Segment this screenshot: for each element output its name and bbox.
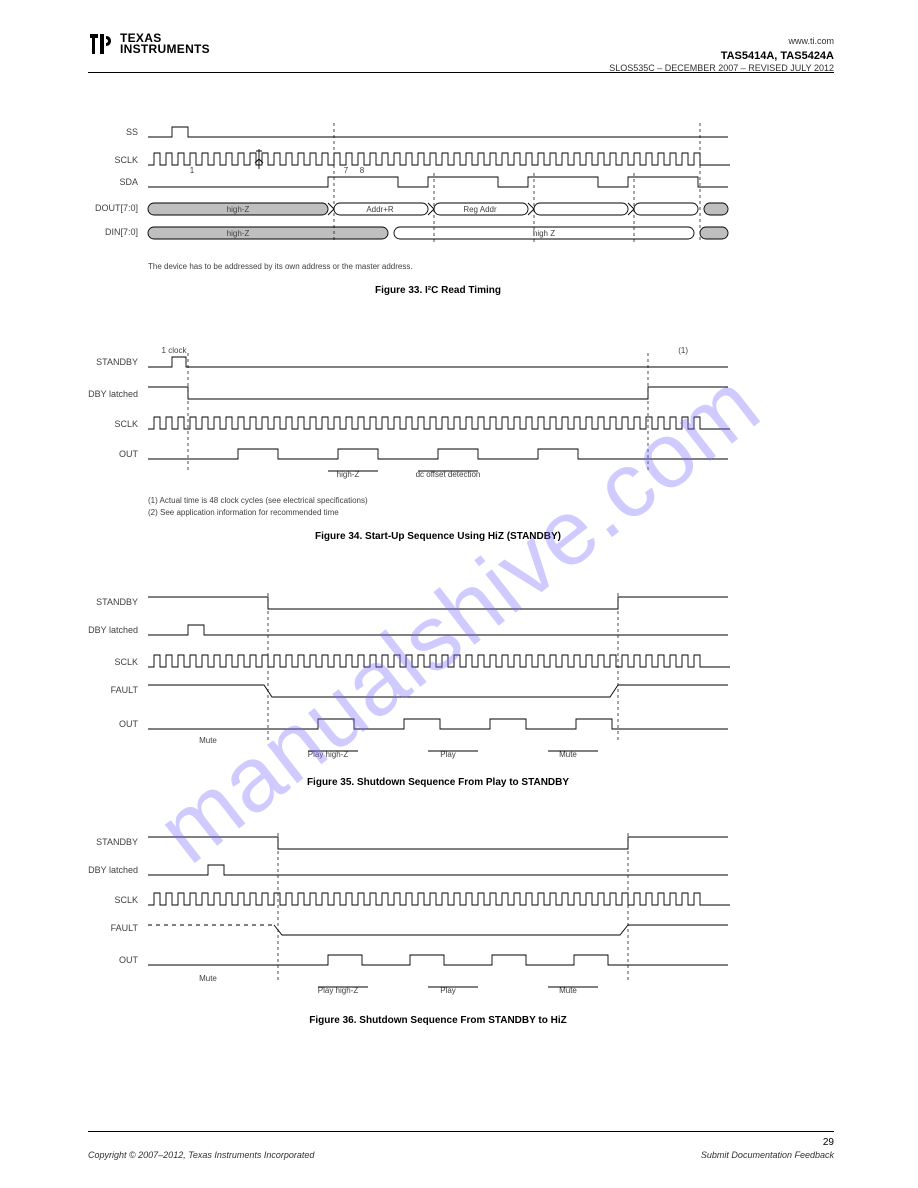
doc-id: TAS5414A, TAS5424A: [609, 50, 834, 62]
svg-text:OUT: OUT: [119, 955, 139, 965]
svg-text:1: 1: [190, 166, 195, 175]
footer: Copyright © 2007–2012, Texas Instruments…: [88, 1150, 834, 1160]
figure-33: SS SCLK SDA DOUT[7:0] DIN[7:0]: [95, 123, 730, 296]
page-number: 29: [823, 1137, 834, 1148]
svg-text:high-Z: high-Z: [227, 229, 250, 238]
svg-text:Reg Addr: Reg Addr: [463, 205, 497, 214]
svg-text:1 clock: 1 clock: [162, 346, 188, 355]
svg-text:high-Z: high-Z: [227, 205, 250, 214]
svg-text:(1) Actual time is 48 clock cy: (1) Actual time is 48 clock cycles (see …: [148, 496, 368, 505]
svg-text:STANDBY latched: STANDBY latched: [88, 389, 138, 399]
figure-35-caption: Figure 35. Shutdown Sequence From Play t…: [307, 777, 569, 788]
svg-text:(2) See application informatio: (2) See application information for reco…: [148, 508, 339, 517]
svg-text:SCLK: SCLK: [114, 895, 138, 905]
doc-url: www.ti.com: [609, 36, 834, 46]
svg-text:SCLK: SCLK: [114, 419, 138, 429]
svg-text:OUT: OUT: [119, 719, 139, 729]
svg-text:The device has to be addressed: The device has to be addressed by its ow…: [148, 262, 413, 271]
svg-text:7: 7: [344, 166, 349, 175]
figure-35: STANDBY STANDBY latched SCLK FAULT OUT: [88, 593, 730, 788]
figure-34: STANDBY STANDBY latched SCLK OUT 1 c: [88, 346, 730, 542]
f33-lbl-sclk: SCLK: [114, 155, 138, 165]
svg-text:FAULT: FAULT: [111, 685, 139, 695]
svg-text:STANDBY: STANDBY: [96, 837, 138, 847]
svg-text:8: 8: [360, 166, 365, 175]
figure-34-caption: Figure 34. Start-Up Sequence Using HiZ (…: [315, 531, 561, 542]
svg-text:STANDBY: STANDBY: [96, 597, 138, 607]
svg-text:STANDBY latched: STANDBY latched: [88, 865, 138, 875]
doc-date: SLOS535C – DECEMBER 2007 – REVISED JULY …: [609, 63, 834, 73]
svg-text:SCLK: SCLK: [114, 657, 138, 667]
f33-lbl-din: DIN[7:0]: [105, 227, 138, 237]
svg-text:(1): (1): [678, 346, 688, 355]
svg-text:OUT: OUT: [119, 449, 139, 459]
svg-text:Mute: Mute: [199, 736, 217, 745]
ti-logo-icon: [88, 30, 114, 58]
svg-text:Mute: Mute: [199, 974, 217, 983]
svg-text:FAULT: FAULT: [111, 923, 139, 933]
f33-lbl-ss: SS: [126, 127, 138, 137]
svg-text:Addr+R: Addr+R: [366, 205, 394, 214]
timing-diagrams: SS SCLK SDA DOUT[7:0] DIN[7:0]: [88, 103, 834, 1063]
rule-bottom: [88, 1131, 834, 1132]
svg-text:STANDBY: STANDBY: [96, 357, 138, 367]
footer-left: Copyright © 2007–2012, Texas Instruments…: [88, 1150, 314, 1160]
header-right: www.ti.com TAS5414A, TAS5424A SLOS535C –…: [609, 36, 834, 73]
figure-33-caption: Figure 33. I²C Read Timing: [375, 285, 501, 296]
f33-lbl-sda: SDA: [119, 177, 138, 187]
footer-right[interactable]: Submit Documentation Feedback: [701, 1150, 834, 1160]
figure-36-caption: Figure 36. Shutdown Sequence From STANDB…: [309, 1015, 566, 1026]
logo-line2: INSTRUMENTS: [120, 44, 210, 55]
svg-text:STANDBY latched: STANDBY latched: [88, 625, 138, 635]
figure-36: STANDBY STANDBY latched SCLK FAULT OUT M…: [88, 833, 730, 1026]
svg-text:high Z: high Z: [533, 229, 555, 238]
f33-lbl-dout: DOUT[7:0]: [95, 203, 138, 213]
